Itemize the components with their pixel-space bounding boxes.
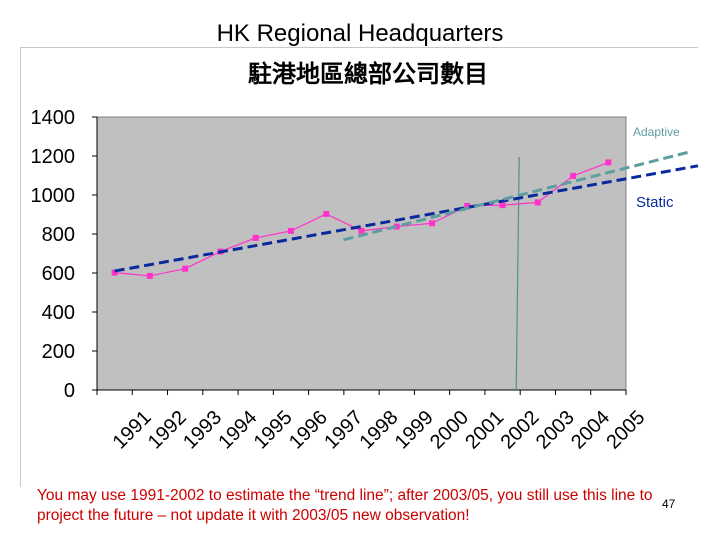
y-tick-label: 600 bbox=[42, 263, 75, 285]
x-tick-label: 1998 bbox=[355, 407, 402, 454]
data-point-marker bbox=[252, 234, 259, 241]
chart-title: 駐港地區總部公司數目 bbox=[248, 60, 488, 88]
data-point-marker bbox=[605, 159, 612, 166]
data-point-marker bbox=[146, 272, 153, 279]
x-tick-label: 1992 bbox=[144, 407, 191, 454]
frame-left-line bbox=[20, 47, 21, 487]
y-tick-label: 1400 bbox=[31, 107, 76, 129]
x-axis: 1991199219931994199519961997199819992000… bbox=[96, 389, 649, 454]
static-trend-line bbox=[114, 164, 699, 273]
x-tick-label: 2003 bbox=[532, 407, 579, 454]
data-point-marker bbox=[464, 202, 471, 209]
trend-layer: Static Adaptive bbox=[114, 125, 699, 273]
plot-area bbox=[96, 116, 627, 391]
x-tick-label: 2001 bbox=[461, 407, 508, 454]
data-point-marker bbox=[499, 202, 506, 209]
y-tick-label: 1000 bbox=[31, 185, 76, 207]
x-tick-label: 1996 bbox=[285, 407, 332, 454]
x-tick-label: 1993 bbox=[179, 407, 226, 454]
x-tick-label: 1997 bbox=[320, 407, 367, 454]
x-tick-label: 2004 bbox=[567, 407, 614, 454]
y-axis: 0 200 400 600 800 1000 1200 1400 bbox=[31, 107, 98, 402]
slide-title: HK Regional Headquarters bbox=[216, 20, 504, 47]
x-tick-label: 1991 bbox=[109, 407, 156, 454]
data-point-marker bbox=[182, 265, 189, 272]
x-tick-label: 2000 bbox=[426, 407, 473, 454]
data-point-marker bbox=[287, 227, 294, 234]
static-trend-label: Static bbox=[636, 194, 674, 211]
data-point-marker bbox=[111, 269, 118, 276]
y-tick-label: 400 bbox=[42, 302, 75, 324]
x-tick-label: 2005 bbox=[602, 407, 649, 454]
data-point-marker bbox=[534, 199, 541, 206]
x-tick-label: 1994 bbox=[214, 407, 261, 454]
x-tick-label: 1999 bbox=[391, 407, 438, 454]
data-point-marker bbox=[429, 220, 436, 227]
y-tick-label: 200 bbox=[42, 341, 75, 363]
data-point-marker bbox=[323, 210, 330, 217]
data-point-marker bbox=[570, 172, 577, 179]
y-tick-label: 800 bbox=[42, 224, 75, 246]
series-layer bbox=[111, 159, 612, 279]
x-tick-label: 2002 bbox=[497, 407, 544, 454]
footnote: You may use 1991-2002 to estimate the “t… bbox=[37, 487, 653, 524]
y-tick-label: 0 bbox=[64, 380, 75, 402]
y-tick-label: 1200 bbox=[31, 146, 76, 168]
frame-top-line bbox=[20, 47, 698, 48]
page-number: 47 bbox=[662, 497, 676, 511]
data-point-marker bbox=[358, 227, 365, 234]
x-tick-label: 1995 bbox=[250, 407, 297, 454]
adaptive-trend-label: Adaptive bbox=[633, 125, 680, 139]
